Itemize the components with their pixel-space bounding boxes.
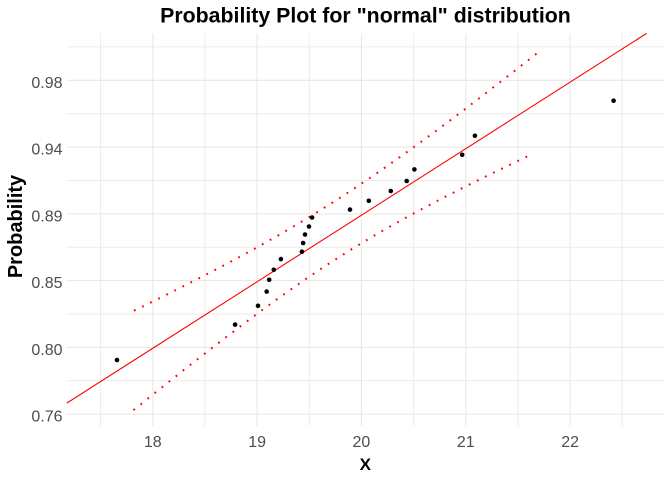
svg-text:18: 18 xyxy=(144,434,162,451)
svg-text:0.85: 0.85 xyxy=(31,275,62,292)
svg-text:19: 19 xyxy=(248,434,266,451)
svg-text:X: X xyxy=(360,455,372,474)
svg-text:20: 20 xyxy=(353,434,371,451)
svg-text:0.98: 0.98 xyxy=(31,75,62,92)
svg-text:0.76: 0.76 xyxy=(31,409,62,426)
svg-text:Probability Plot for "normal": Probability Plot for "normal" distributi… xyxy=(160,4,571,28)
svg-text:Probability: Probability xyxy=(5,174,27,278)
svg-text:0.94: 0.94 xyxy=(31,142,62,159)
svg-text:0.89: 0.89 xyxy=(31,208,62,225)
svg-text:22: 22 xyxy=(561,434,579,451)
svg-text:21: 21 xyxy=(457,434,475,451)
svg-text:0.80: 0.80 xyxy=(31,342,62,359)
